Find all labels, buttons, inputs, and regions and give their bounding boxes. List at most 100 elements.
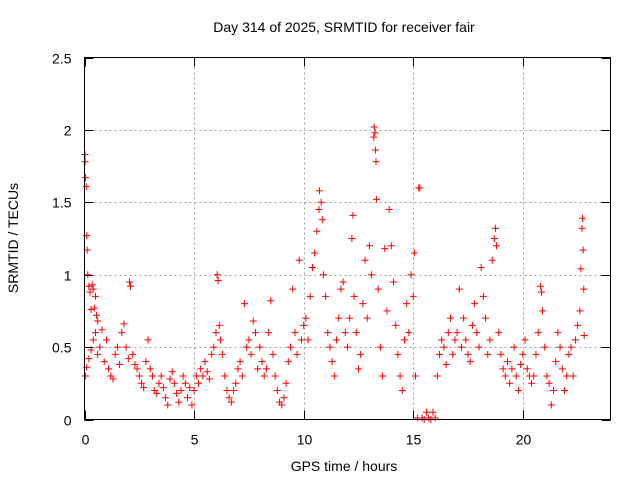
data-point <box>94 350 102 358</box>
data-point <box>444 329 452 337</box>
data-point <box>129 350 137 358</box>
data-point <box>429 408 437 416</box>
data-point <box>346 314 354 322</box>
data-point <box>556 343 564 351</box>
data-point <box>81 158 89 166</box>
data-point <box>545 379 553 387</box>
data-point <box>517 360 525 368</box>
data-point <box>563 372 571 380</box>
data-point <box>317 198 325 206</box>
data-point <box>90 304 98 312</box>
data-point <box>349 211 357 219</box>
data-point <box>85 355 93 363</box>
data-point <box>113 343 121 351</box>
data-point <box>449 350 457 358</box>
data-point <box>219 350 227 358</box>
data-point <box>135 372 143 380</box>
data-point <box>499 365 507 373</box>
data-point <box>344 343 351 351</box>
data-point <box>365 242 373 250</box>
data-point <box>348 235 356 242</box>
data-point <box>493 242 501 250</box>
data-point <box>82 372 90 380</box>
data-point <box>521 336 529 344</box>
data-point <box>370 123 378 131</box>
data-point <box>530 372 538 380</box>
data-point <box>247 350 255 358</box>
data-point <box>308 263 316 271</box>
data-point <box>359 300 367 308</box>
data-point <box>577 265 585 273</box>
data-point <box>416 184 424 192</box>
data-point <box>179 372 187 380</box>
data-point <box>466 358 474 366</box>
data-point <box>304 336 312 344</box>
chart-title: Day 314 of 2025, SRMTID for receiver fai… <box>213 19 475 35</box>
data-point <box>503 358 511 366</box>
data-point <box>392 321 400 329</box>
data-point <box>569 372 577 380</box>
data-point <box>387 242 395 250</box>
data-point <box>213 271 221 279</box>
data-point <box>537 288 545 296</box>
data-point <box>203 368 211 376</box>
y-tick-label: 1.5 <box>52 195 72 211</box>
data-point <box>100 358 108 366</box>
data-point <box>578 214 586 222</box>
data-point <box>374 285 382 293</box>
data-point <box>371 129 379 137</box>
data-point <box>223 387 231 395</box>
data-point <box>273 387 281 395</box>
data-point <box>254 365 262 373</box>
data-point <box>249 317 257 325</box>
data-point <box>205 375 213 383</box>
data-point <box>212 329 220 337</box>
data-point <box>523 365 531 373</box>
data-point <box>122 343 130 351</box>
data-point <box>155 379 163 387</box>
axis-ticks: 0 0.5 1 1.5 2 2.5 0 5 10 15 20 <box>52 51 611 448</box>
data-point <box>403 300 411 308</box>
data-point <box>89 336 97 344</box>
data-point <box>512 372 520 380</box>
data-point <box>457 343 465 351</box>
data-point <box>227 398 235 406</box>
data-point <box>536 282 544 290</box>
data-point <box>269 350 277 358</box>
data-point <box>335 314 343 322</box>
data-point <box>186 384 194 392</box>
data-point <box>306 292 314 300</box>
data-point <box>405 329 413 337</box>
data-point <box>486 336 494 344</box>
data-point <box>471 300 479 308</box>
data-point <box>341 329 349 337</box>
data-point <box>436 350 444 358</box>
data-point <box>547 401 555 409</box>
data-point <box>528 379 536 387</box>
data-point <box>197 365 205 373</box>
data-point <box>482 314 490 322</box>
data-point <box>440 343 448 351</box>
data-point <box>87 305 95 313</box>
data-point <box>284 358 292 366</box>
data-point <box>243 343 251 351</box>
data-point <box>260 372 268 380</box>
data-point <box>82 174 90 182</box>
data-point <box>262 365 270 373</box>
data-point <box>313 227 321 235</box>
data-point <box>532 350 540 358</box>
data-point <box>350 292 358 300</box>
data-point <box>148 372 156 380</box>
data-point <box>422 408 430 416</box>
data-point <box>245 336 253 344</box>
data-point <box>300 321 308 329</box>
data-point <box>210 343 218 351</box>
data-point <box>318 216 326 224</box>
data-point <box>291 329 299 337</box>
data-point <box>124 355 132 363</box>
x-axis-label: GPS time / hours <box>291 458 398 474</box>
data-point <box>376 343 384 351</box>
data-point <box>293 350 301 358</box>
y-axis-label: SRMTID / TECUs <box>5 183 21 293</box>
data-point <box>381 245 389 253</box>
